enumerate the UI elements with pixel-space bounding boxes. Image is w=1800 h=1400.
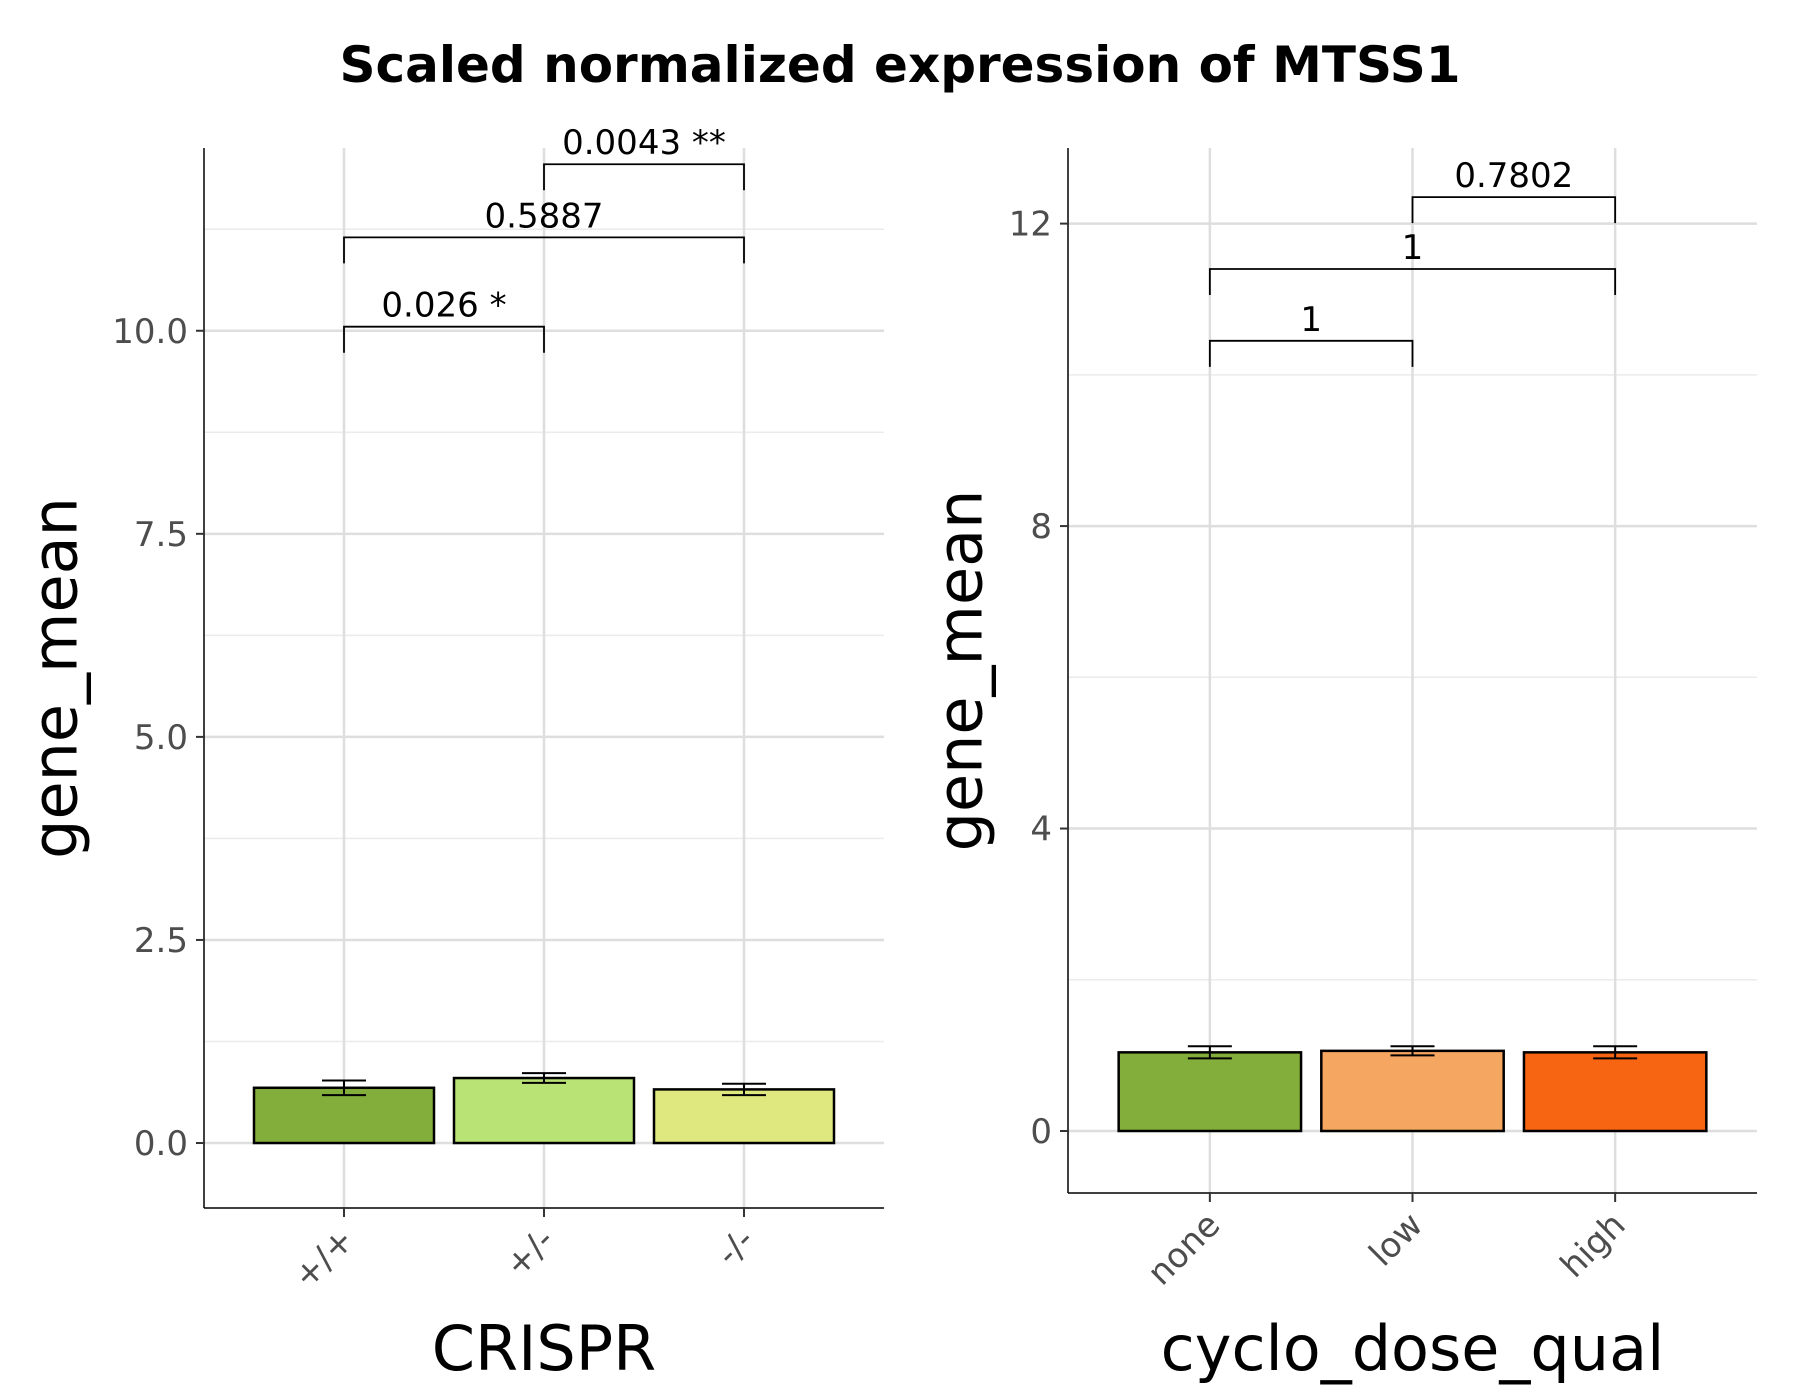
bar	[652, 1088, 836, 1145]
y-tick-label: 8	[1030, 507, 1052, 547]
p-value-label: 1	[1402, 228, 1424, 268]
panel-cyclo-dose: 0 4 8 12 none low high 1 1 0.7802 gene_mean cyclo_d…	[924, 148, 1757, 1385]
significance-bracket	[543, 163, 745, 191]
x-tick-label: high	[1553, 1205, 1634, 1286]
bar	[1117, 1051, 1303, 1133]
y-tick-label: 4	[1030, 810, 1052, 850]
x-tick-label: -/-	[709, 1220, 763, 1274]
x-tick-label: none	[1140, 1205, 1228, 1293]
x-tick-label: +/+	[286, 1220, 363, 1297]
y-tick-label: 5.0	[134, 718, 188, 758]
chart-title: Scaled normalized expression of MTSS1	[339, 36, 1460, 94]
bar	[1320, 1049, 1505, 1133]
y-tick-label: 2.5	[134, 921, 188, 961]
y-axis-title: gene_mean	[924, 490, 997, 852]
significance-bracket	[1208, 268, 1617, 295]
p-value-label: 0.7802	[1454, 156, 1573, 196]
bar	[252, 1086, 436, 1145]
y-tick-label: 7.5	[134, 515, 188, 555]
y-axis-title: gene_mean	[19, 497, 92, 859]
significance-bracket	[1411, 196, 1617, 224]
x-axis-title: cyclo_dose_qual	[1161, 1312, 1665, 1385]
x-tick-label: +/-	[497, 1220, 562, 1285]
x-tick-label: low	[1362, 1205, 1431, 1274]
p-value-label: 0.0043 **	[562, 123, 726, 163]
significance-bracket	[343, 236, 745, 264]
p-value-label: 0.026 *	[381, 286, 506, 326]
y-tick-label: 12	[1009, 205, 1052, 245]
bar	[1522, 1051, 1708, 1133]
panel-crispr: 0.0 2.5 5.0 7.5 10.0 +/+ +/- -/- 0.026 * 0.5887 0.…	[19, 123, 884, 1385]
p-value-label: 0.5887	[485, 196, 604, 236]
y-tick-label: 10.0	[112, 312, 188, 352]
bar	[452, 1076, 636, 1145]
significance-bracket	[343, 325, 545, 353]
x-axis-title: CRISPR	[432, 1312, 656, 1385]
y-tick-label: 0	[1030, 1112, 1052, 1152]
p-value-label: 1	[1300, 300, 1322, 340]
significance-bracket	[1208, 339, 1414, 367]
y-tick-label: 0.0	[134, 1124, 188, 1164]
